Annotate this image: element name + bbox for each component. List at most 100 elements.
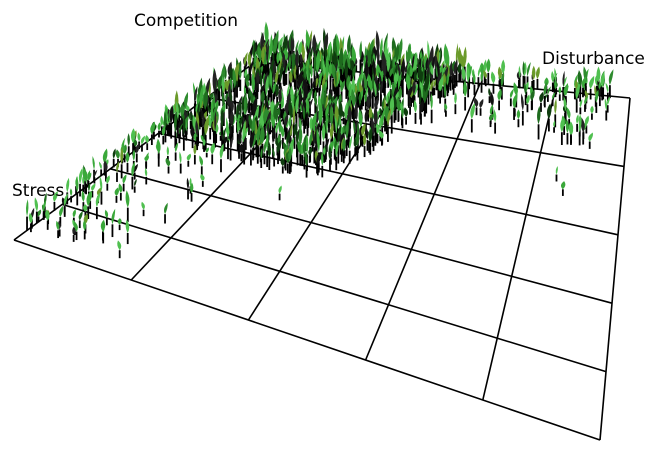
plant: [276, 139, 282, 165]
plant: [255, 71, 260, 100]
plant: [463, 80, 468, 111]
plant: [378, 130, 384, 146]
plant: [430, 93, 433, 124]
grid-line-row: [110, 168, 613, 304]
plant: [98, 161, 103, 176]
plant: [182, 116, 186, 151]
plant: [302, 96, 307, 129]
plant: [551, 91, 556, 107]
plant: [118, 183, 123, 201]
plant: [493, 109, 497, 134]
plant: [373, 105, 377, 146]
plant: [45, 209, 50, 230]
plant: [82, 220, 87, 240]
plant: [111, 208, 116, 238]
plant: [308, 147, 313, 163]
plant: [251, 133, 257, 161]
plant: [175, 100, 179, 137]
plant: [500, 71, 505, 100]
plant: [117, 218, 122, 231]
plant: [327, 113, 330, 133]
label-stress: Stress: [12, 181, 65, 201]
grid-line-row: [61, 203, 607, 373]
plant: [356, 73, 362, 108]
plant: [449, 60, 453, 91]
plant: [560, 116, 565, 146]
plant: [388, 77, 392, 99]
plant: [282, 51, 286, 86]
plant: [199, 155, 204, 176]
plant: [419, 99, 424, 125]
plant: [438, 75, 444, 104]
plant: [355, 129, 360, 161]
label-disturbance: Disturbance: [542, 49, 645, 69]
plant: [145, 152, 149, 169]
plant: [245, 79, 250, 94]
plant: [526, 94, 530, 113]
plant: [554, 98, 557, 128]
plant: [179, 151, 182, 174]
plant: [490, 71, 496, 94]
plant: [184, 115, 189, 138]
plant: [422, 87, 426, 117]
plant: [169, 105, 174, 139]
plant: [200, 173, 205, 187]
plant: [239, 143, 244, 162]
plant: [386, 53, 391, 88]
plant: [483, 69, 487, 87]
plant: [25, 199, 29, 231]
plant: [558, 86, 562, 101]
plant: [509, 88, 514, 107]
plant: [125, 190, 130, 222]
plant: [553, 120, 556, 133]
plant: [361, 123, 366, 147]
plant: [156, 138, 161, 167]
grid-line-row: [158, 132, 619, 236]
plant: [293, 122, 298, 149]
plant: [189, 182, 194, 202]
plant: [608, 69, 614, 99]
plant: [306, 111, 309, 137]
plant: [466, 65, 470, 98]
plant: [85, 170, 88, 195]
plant: [133, 139, 138, 153]
plant: [141, 201, 145, 217]
plant: [512, 92, 518, 120]
plant: [280, 157, 285, 174]
plant: [335, 140, 339, 171]
plant: [42, 200, 46, 220]
plant: [133, 163, 138, 180]
plant: [543, 81, 548, 108]
plant: [562, 70, 565, 101]
plant: [174, 142, 179, 161]
plant: [298, 40, 303, 67]
plant: [204, 116, 209, 151]
plant: [560, 181, 566, 196]
plant: [75, 176, 79, 206]
plant: [312, 77, 317, 99]
plant: [95, 192, 101, 220]
plant: [280, 124, 285, 149]
plant: [316, 151, 321, 176]
plant: [539, 91, 544, 112]
plant: [516, 109, 521, 128]
plant: [403, 107, 409, 125]
plant: [554, 80, 557, 98]
plant: [551, 70, 555, 93]
plant: [600, 71, 605, 101]
plant: [590, 105, 594, 120]
plant: [92, 156, 95, 181]
plant: [249, 89, 254, 116]
plant: [322, 146, 326, 163]
plant: [249, 129, 255, 166]
plant: [122, 174, 127, 192]
plant: [578, 116, 582, 146]
plant: [604, 98, 608, 121]
plant: [267, 141, 271, 171]
plant: [497, 88, 502, 111]
plant: [226, 117, 229, 160]
plant: [546, 86, 552, 102]
plant: [214, 111, 217, 148]
plant: [150, 121, 156, 146]
plant: [73, 221, 78, 241]
